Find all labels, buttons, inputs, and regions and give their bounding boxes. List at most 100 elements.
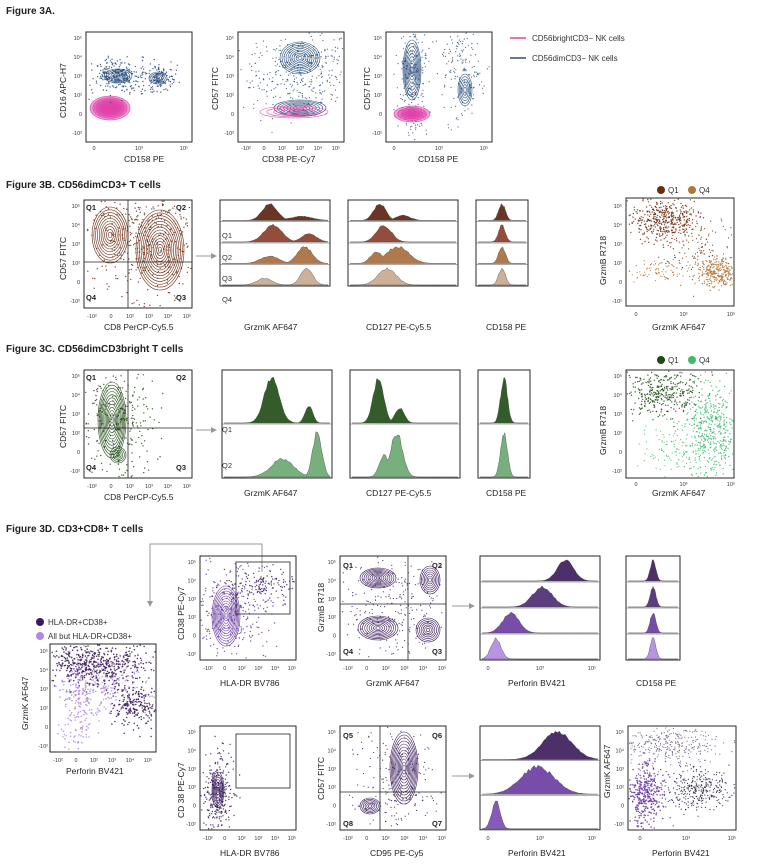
q1-point [692,209,694,211]
nk-dim-point [459,40,461,43]
dr-point [96,669,98,672]
nk-dim-point [449,48,451,50]
q1-point [632,220,635,223]
other-point [101,687,103,689]
dr-point [70,656,73,659]
tcell-contour [104,226,116,244]
dr-point [122,700,124,703]
dr-point [52,669,54,671]
dr-point [125,675,128,678]
dr-point [123,698,125,701]
q4-point [731,427,733,429]
q4-point [714,270,716,273]
q4-point [649,269,652,272]
q1-point [670,382,672,385]
dr-point [81,676,84,679]
q1-point [685,220,688,223]
q1-point [662,205,665,207]
nk-dim-point [272,104,274,106]
q1-point [632,216,634,218]
q4-point [718,261,720,263]
tcell-point [116,213,118,215]
q4-point [713,428,715,430]
nk-dim-point [422,49,424,51]
other-point [125,667,127,669]
cd8-point [201,598,204,600]
q4-point [673,446,675,448]
cd8-point [208,630,211,632]
q1-point [643,220,645,222]
q1-point [650,206,653,208]
cd8-point [208,612,210,614]
nk-dim-point [336,63,338,65]
q4-point [686,270,689,272]
nk-dim-point [321,71,323,73]
q1-point [660,227,662,229]
q1-point [700,236,703,238]
dr-point [108,658,111,660]
nk-dim-point [175,69,178,71]
q4-point [631,274,633,276]
nk-dim-point [471,76,473,78]
nk-dim-point [112,62,114,65]
q4-point [703,474,706,476]
nk-dim-point [447,124,449,126]
dr-point [134,700,137,703]
nk-dim-point [308,32,310,34]
q1-point [655,221,657,224]
q4-point [710,430,712,433]
nk-dim-point [100,69,102,72]
q4-point [685,438,688,440]
dr-point [142,667,145,669]
tcell-point [176,295,179,297]
cd8-point [258,633,260,635]
q1-point [660,379,663,381]
q4-point [693,416,695,418]
other-point [78,733,80,736]
nk-dim-point [425,129,427,131]
nk-dim-point [310,56,312,58]
dr-point [81,656,84,659]
bright-point [142,387,144,390]
q1-point [650,213,652,215]
q1-point [653,209,655,212]
other-point [80,721,83,723]
other-point [84,711,86,713]
nk-dim-point [320,101,322,103]
nk-dim-point [315,61,317,63]
dr-point [144,669,146,672]
q1-point [654,213,656,215]
cd8-contour [219,603,233,629]
q4-point [702,449,704,452]
bright-point [146,461,149,463]
other-point [83,645,85,647]
q1-point [672,215,674,217]
nk-dim-point [153,90,155,92]
tcell-point [163,200,165,202]
dr-point [129,698,132,701]
q1-point [658,211,660,213]
dr-point [133,698,136,701]
nk-dim-point [151,86,154,88]
q4-point [663,441,665,443]
q1-point [650,392,652,394]
bright-point [121,474,123,476]
nk-dim-point [410,94,412,96]
dr-point [139,644,141,646]
dr-point [103,672,105,674]
dr-point [124,669,126,671]
q1-point [653,400,655,402]
nk-dim-point [401,99,403,101]
nk-dim-point [130,85,132,87]
nk-dim-point [463,49,465,51]
q1-point [671,386,673,388]
q1-point [661,234,663,237]
nk-dim-point [275,71,277,73]
q1-point [672,396,674,399]
dr-point [150,719,152,721]
cd8-point [280,585,282,588]
cd8-point [268,629,270,632]
q1-point [680,232,682,235]
nk-dim-point [414,138,416,140]
q1-point [697,211,700,213]
